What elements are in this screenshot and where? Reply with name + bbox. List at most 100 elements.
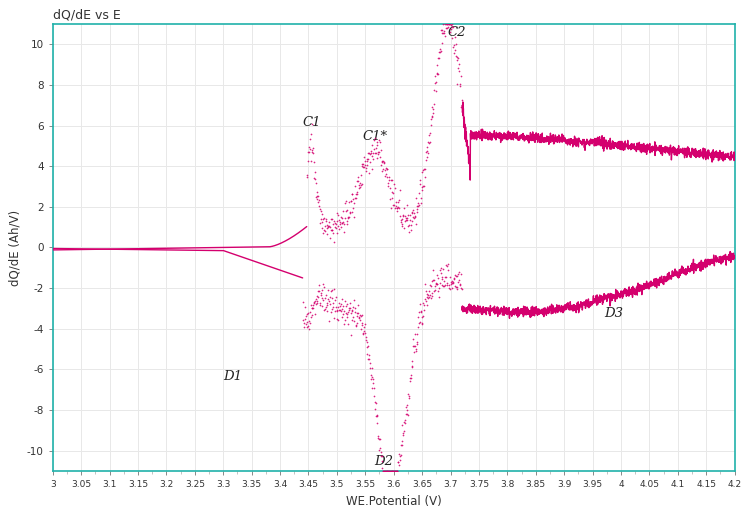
Point bbox=[349, 304, 361, 312]
Point bbox=[398, 211, 410, 219]
Point bbox=[406, 358, 418, 366]
Point bbox=[375, 146, 387, 154]
Point bbox=[352, 181, 364, 189]
Point bbox=[364, 364, 376, 373]
Point bbox=[354, 316, 366, 324]
Point bbox=[445, 21, 457, 29]
Point bbox=[415, 199, 427, 207]
Point bbox=[356, 320, 368, 329]
Text: D3: D3 bbox=[604, 307, 623, 319]
Point bbox=[430, 280, 442, 288]
Point bbox=[406, 363, 418, 372]
Point bbox=[314, 205, 326, 214]
Point bbox=[350, 312, 362, 320]
Point bbox=[394, 186, 406, 194]
Point bbox=[376, 157, 388, 165]
Point bbox=[367, 384, 379, 392]
Point bbox=[358, 320, 370, 328]
Point bbox=[446, 277, 458, 285]
Point bbox=[393, 461, 405, 470]
Point bbox=[398, 204, 410, 212]
Point bbox=[341, 206, 353, 215]
Point bbox=[399, 217, 411, 225]
Point bbox=[361, 350, 373, 358]
Point bbox=[350, 320, 361, 329]
Point bbox=[434, 45, 446, 53]
Point bbox=[322, 221, 334, 230]
Point bbox=[431, 280, 443, 288]
Point bbox=[368, 155, 380, 163]
Text: dQ/dE vs E: dQ/dE vs E bbox=[53, 8, 121, 21]
Point bbox=[359, 336, 371, 344]
Point bbox=[451, 56, 463, 64]
Point bbox=[338, 319, 350, 328]
Point bbox=[448, 33, 460, 41]
Point bbox=[339, 297, 351, 305]
Point bbox=[356, 159, 368, 168]
Point bbox=[327, 299, 339, 308]
Point bbox=[401, 214, 413, 222]
Point bbox=[427, 100, 439, 108]
Point bbox=[312, 293, 324, 301]
Point bbox=[303, 317, 315, 326]
Point bbox=[305, 130, 317, 138]
Point bbox=[419, 165, 430, 173]
Point bbox=[384, 467, 396, 475]
Point bbox=[352, 190, 364, 198]
Point bbox=[377, 467, 389, 475]
Point bbox=[423, 287, 435, 295]
Point bbox=[421, 147, 433, 155]
Point bbox=[431, 271, 443, 280]
Point bbox=[332, 306, 344, 314]
Point bbox=[446, 20, 458, 28]
Point bbox=[333, 307, 345, 315]
Point bbox=[429, 282, 441, 291]
Point bbox=[417, 312, 429, 320]
Point bbox=[364, 375, 376, 383]
Point bbox=[374, 444, 386, 452]
Point bbox=[366, 364, 378, 373]
Point bbox=[455, 284, 467, 292]
Point bbox=[340, 299, 352, 308]
Point bbox=[390, 198, 402, 206]
Point bbox=[376, 463, 388, 472]
Point bbox=[399, 416, 411, 424]
Point bbox=[407, 213, 419, 221]
Point bbox=[420, 287, 432, 296]
Point bbox=[373, 435, 385, 443]
Point bbox=[328, 217, 340, 225]
Point bbox=[440, 24, 452, 33]
Point bbox=[382, 182, 394, 190]
Point bbox=[388, 184, 400, 192]
Point bbox=[430, 69, 442, 77]
Point bbox=[371, 419, 383, 427]
X-axis label: WE.Potential (V): WE.Potential (V) bbox=[346, 495, 442, 508]
Point bbox=[433, 47, 445, 56]
Point bbox=[335, 219, 347, 228]
Point bbox=[442, 20, 454, 28]
Point bbox=[322, 295, 334, 303]
Point bbox=[340, 219, 352, 228]
Point bbox=[438, 28, 450, 37]
Point bbox=[302, 309, 313, 317]
Point bbox=[416, 168, 428, 176]
Point bbox=[388, 180, 400, 188]
Point bbox=[305, 301, 317, 309]
Point bbox=[316, 223, 328, 232]
Point bbox=[404, 394, 416, 402]
Point bbox=[327, 303, 339, 311]
Point bbox=[363, 149, 375, 157]
Point bbox=[329, 293, 341, 301]
Point bbox=[335, 313, 347, 321]
Point bbox=[302, 170, 313, 179]
Point bbox=[306, 119, 318, 127]
Point bbox=[400, 216, 412, 224]
Point bbox=[448, 274, 460, 282]
Point bbox=[347, 303, 359, 311]
Point bbox=[318, 226, 330, 234]
Point bbox=[343, 198, 355, 206]
Point bbox=[324, 234, 336, 242]
Point bbox=[408, 342, 420, 350]
Point bbox=[360, 164, 372, 172]
Point bbox=[419, 165, 430, 173]
